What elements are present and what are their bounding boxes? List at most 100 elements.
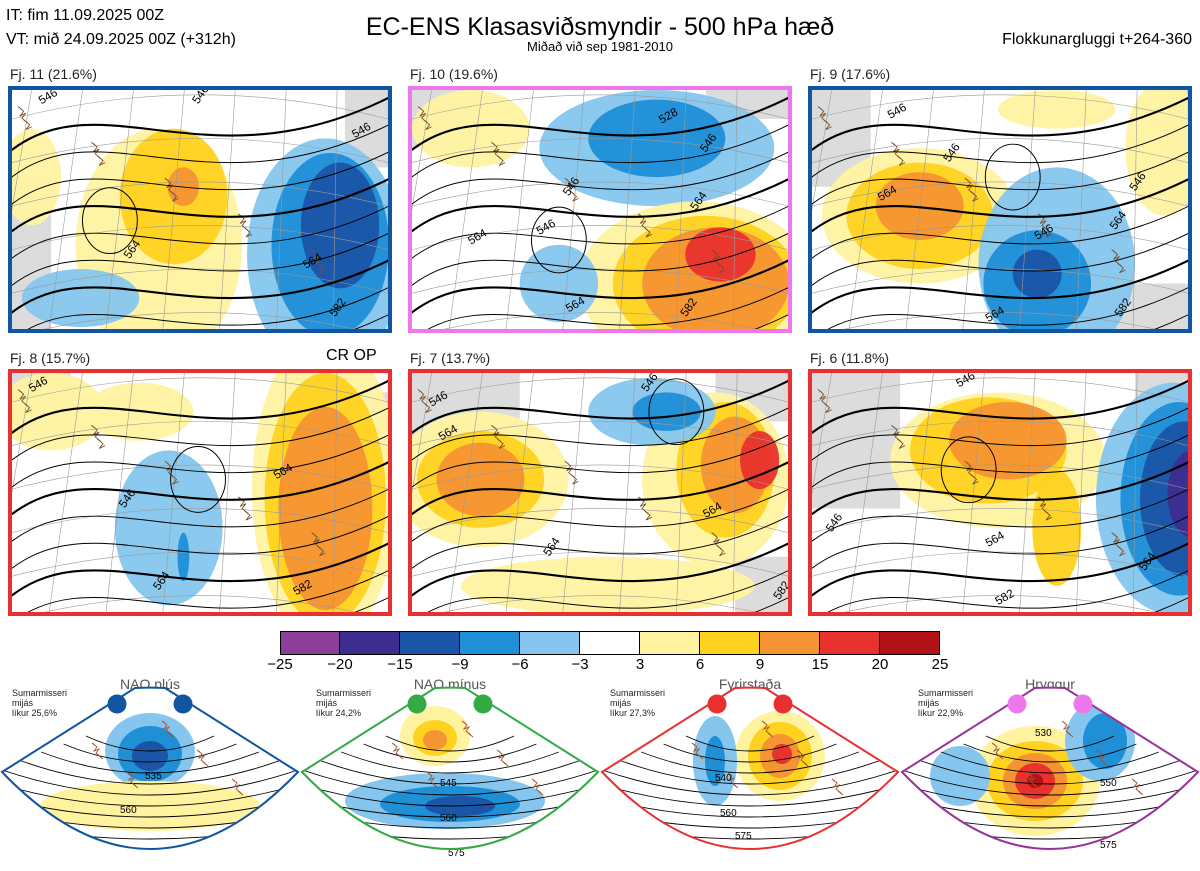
height-contour xyxy=(412,259,788,314)
graticule-line xyxy=(619,373,636,612)
graticule-line xyxy=(812,138,1188,163)
height-contour xyxy=(12,407,388,461)
coastline xyxy=(196,749,209,767)
height-contour xyxy=(663,743,837,763)
contour-label: 546 xyxy=(885,101,909,122)
regime-indicator-dot xyxy=(707,694,727,714)
cluster-map-fj6: 546 546 564 564 582 xyxy=(808,369,1192,616)
graticule-line xyxy=(1076,90,1087,329)
coastline xyxy=(1111,532,1126,557)
graticule-line xyxy=(105,373,134,612)
height-contour xyxy=(82,187,138,255)
landmass-shading xyxy=(812,373,901,509)
graticule-line xyxy=(12,421,388,446)
height-contour xyxy=(412,460,788,516)
cluster-map-fj8: 546 546 564 564 582 xyxy=(8,369,392,616)
graticule-line xyxy=(812,508,1188,533)
colorbar-swatch xyxy=(820,631,880,655)
height-contour xyxy=(812,177,1188,233)
graticule-line xyxy=(443,312,757,329)
height-contour xyxy=(341,751,559,774)
coastline xyxy=(726,771,739,789)
graticule-line xyxy=(162,90,185,329)
graticule-line xyxy=(43,595,357,612)
graticule-line xyxy=(43,312,357,329)
regime-nao-minus: Sumarmisseri mijás líkur 24,2% NAO mínus… xyxy=(300,676,600,871)
graticule-line xyxy=(412,377,788,403)
regime-stat-season: Sumarmisseri xyxy=(918,688,974,698)
height-contour xyxy=(902,791,1198,829)
height-contour xyxy=(27,569,388,612)
height-contour xyxy=(412,488,788,542)
anomaly-area xyxy=(436,442,525,517)
panel-label-fj7: Fj. 7 (13.7%) xyxy=(410,350,491,366)
cluster-map-fj9: 546 546 546 546 564 564 564 582 xyxy=(808,86,1192,333)
height-contour xyxy=(427,569,788,612)
graticule-line xyxy=(219,90,236,329)
colorbar-tick-label: −6 xyxy=(511,656,529,673)
coastline xyxy=(656,713,669,731)
coastline xyxy=(564,177,579,202)
panel-label-fj11: Fj. 11 (21.6%) xyxy=(10,66,97,82)
graticule-line xyxy=(1019,373,1036,612)
height-contour xyxy=(985,735,1115,752)
height-contour xyxy=(12,515,388,570)
height-contour xyxy=(412,96,788,152)
anomaly-area xyxy=(1125,90,1188,216)
graticule-line xyxy=(12,377,388,403)
height-contour xyxy=(602,799,898,840)
height-contour xyxy=(412,151,788,205)
colorbar-tick-label: −3 xyxy=(571,656,589,673)
height-contour xyxy=(812,259,1188,314)
regime-stat-probability: líkur 25,6% xyxy=(12,708,58,718)
height-contour xyxy=(12,177,388,233)
graticule-line xyxy=(162,373,185,612)
regime-indicator-dot xyxy=(773,694,793,714)
regime-stat-probability: líkur 22,9% xyxy=(918,708,964,718)
cluster-map-fj11: 546 546 546 564 564 582 xyxy=(8,86,392,333)
height-contour xyxy=(12,259,388,314)
height-contour xyxy=(363,743,537,763)
coastline xyxy=(817,389,832,414)
anomaly-area xyxy=(12,128,61,226)
graticule-line xyxy=(48,90,83,329)
height-contour xyxy=(941,751,1159,774)
height-contour xyxy=(12,96,388,152)
contour-label: 560 xyxy=(720,808,737,819)
contour-label: 564 xyxy=(983,529,1007,550)
coastline xyxy=(56,713,69,731)
graticule-line xyxy=(1132,373,1138,612)
cluster-map-fj7: 546 546 564 564 564 582 xyxy=(408,369,792,616)
regime-sector-outline xyxy=(900,686,1200,850)
height-contour xyxy=(412,407,788,461)
coastline xyxy=(991,742,1004,760)
coastline xyxy=(964,460,979,485)
anomaly-area xyxy=(998,90,1116,129)
graticule-line xyxy=(412,464,788,490)
coastline xyxy=(564,460,579,485)
height-contour xyxy=(63,743,237,763)
graticule-line xyxy=(1019,90,1036,329)
colorbar-tick-label: 9 xyxy=(755,656,765,673)
graticule-line xyxy=(443,595,757,612)
anomaly-area xyxy=(930,746,990,806)
page-title: EC-ENS Klasasviðsmyndir - 500 hPa hæð xyxy=(365,13,835,41)
graticule-line xyxy=(848,373,883,612)
height-contour xyxy=(12,232,388,287)
regime-map-svg: 535 560 xyxy=(0,686,300,850)
height-contour xyxy=(412,124,788,178)
contour-label: 575 xyxy=(448,848,465,859)
graticule-line xyxy=(619,90,636,329)
height-contour xyxy=(18,759,282,785)
colorbar-tick-label: 25 xyxy=(931,656,949,673)
graticule-line xyxy=(48,373,83,612)
height-contour xyxy=(812,434,1188,488)
contour-label: 546 xyxy=(36,90,60,107)
height-contour xyxy=(385,735,515,752)
initial-time: IT: fim 11.09.2025 00Z xyxy=(6,7,165,24)
graticule-line xyxy=(905,90,934,329)
anomaly-area xyxy=(21,269,140,328)
colorbar-swatch xyxy=(400,631,460,655)
height-contour xyxy=(27,286,388,329)
